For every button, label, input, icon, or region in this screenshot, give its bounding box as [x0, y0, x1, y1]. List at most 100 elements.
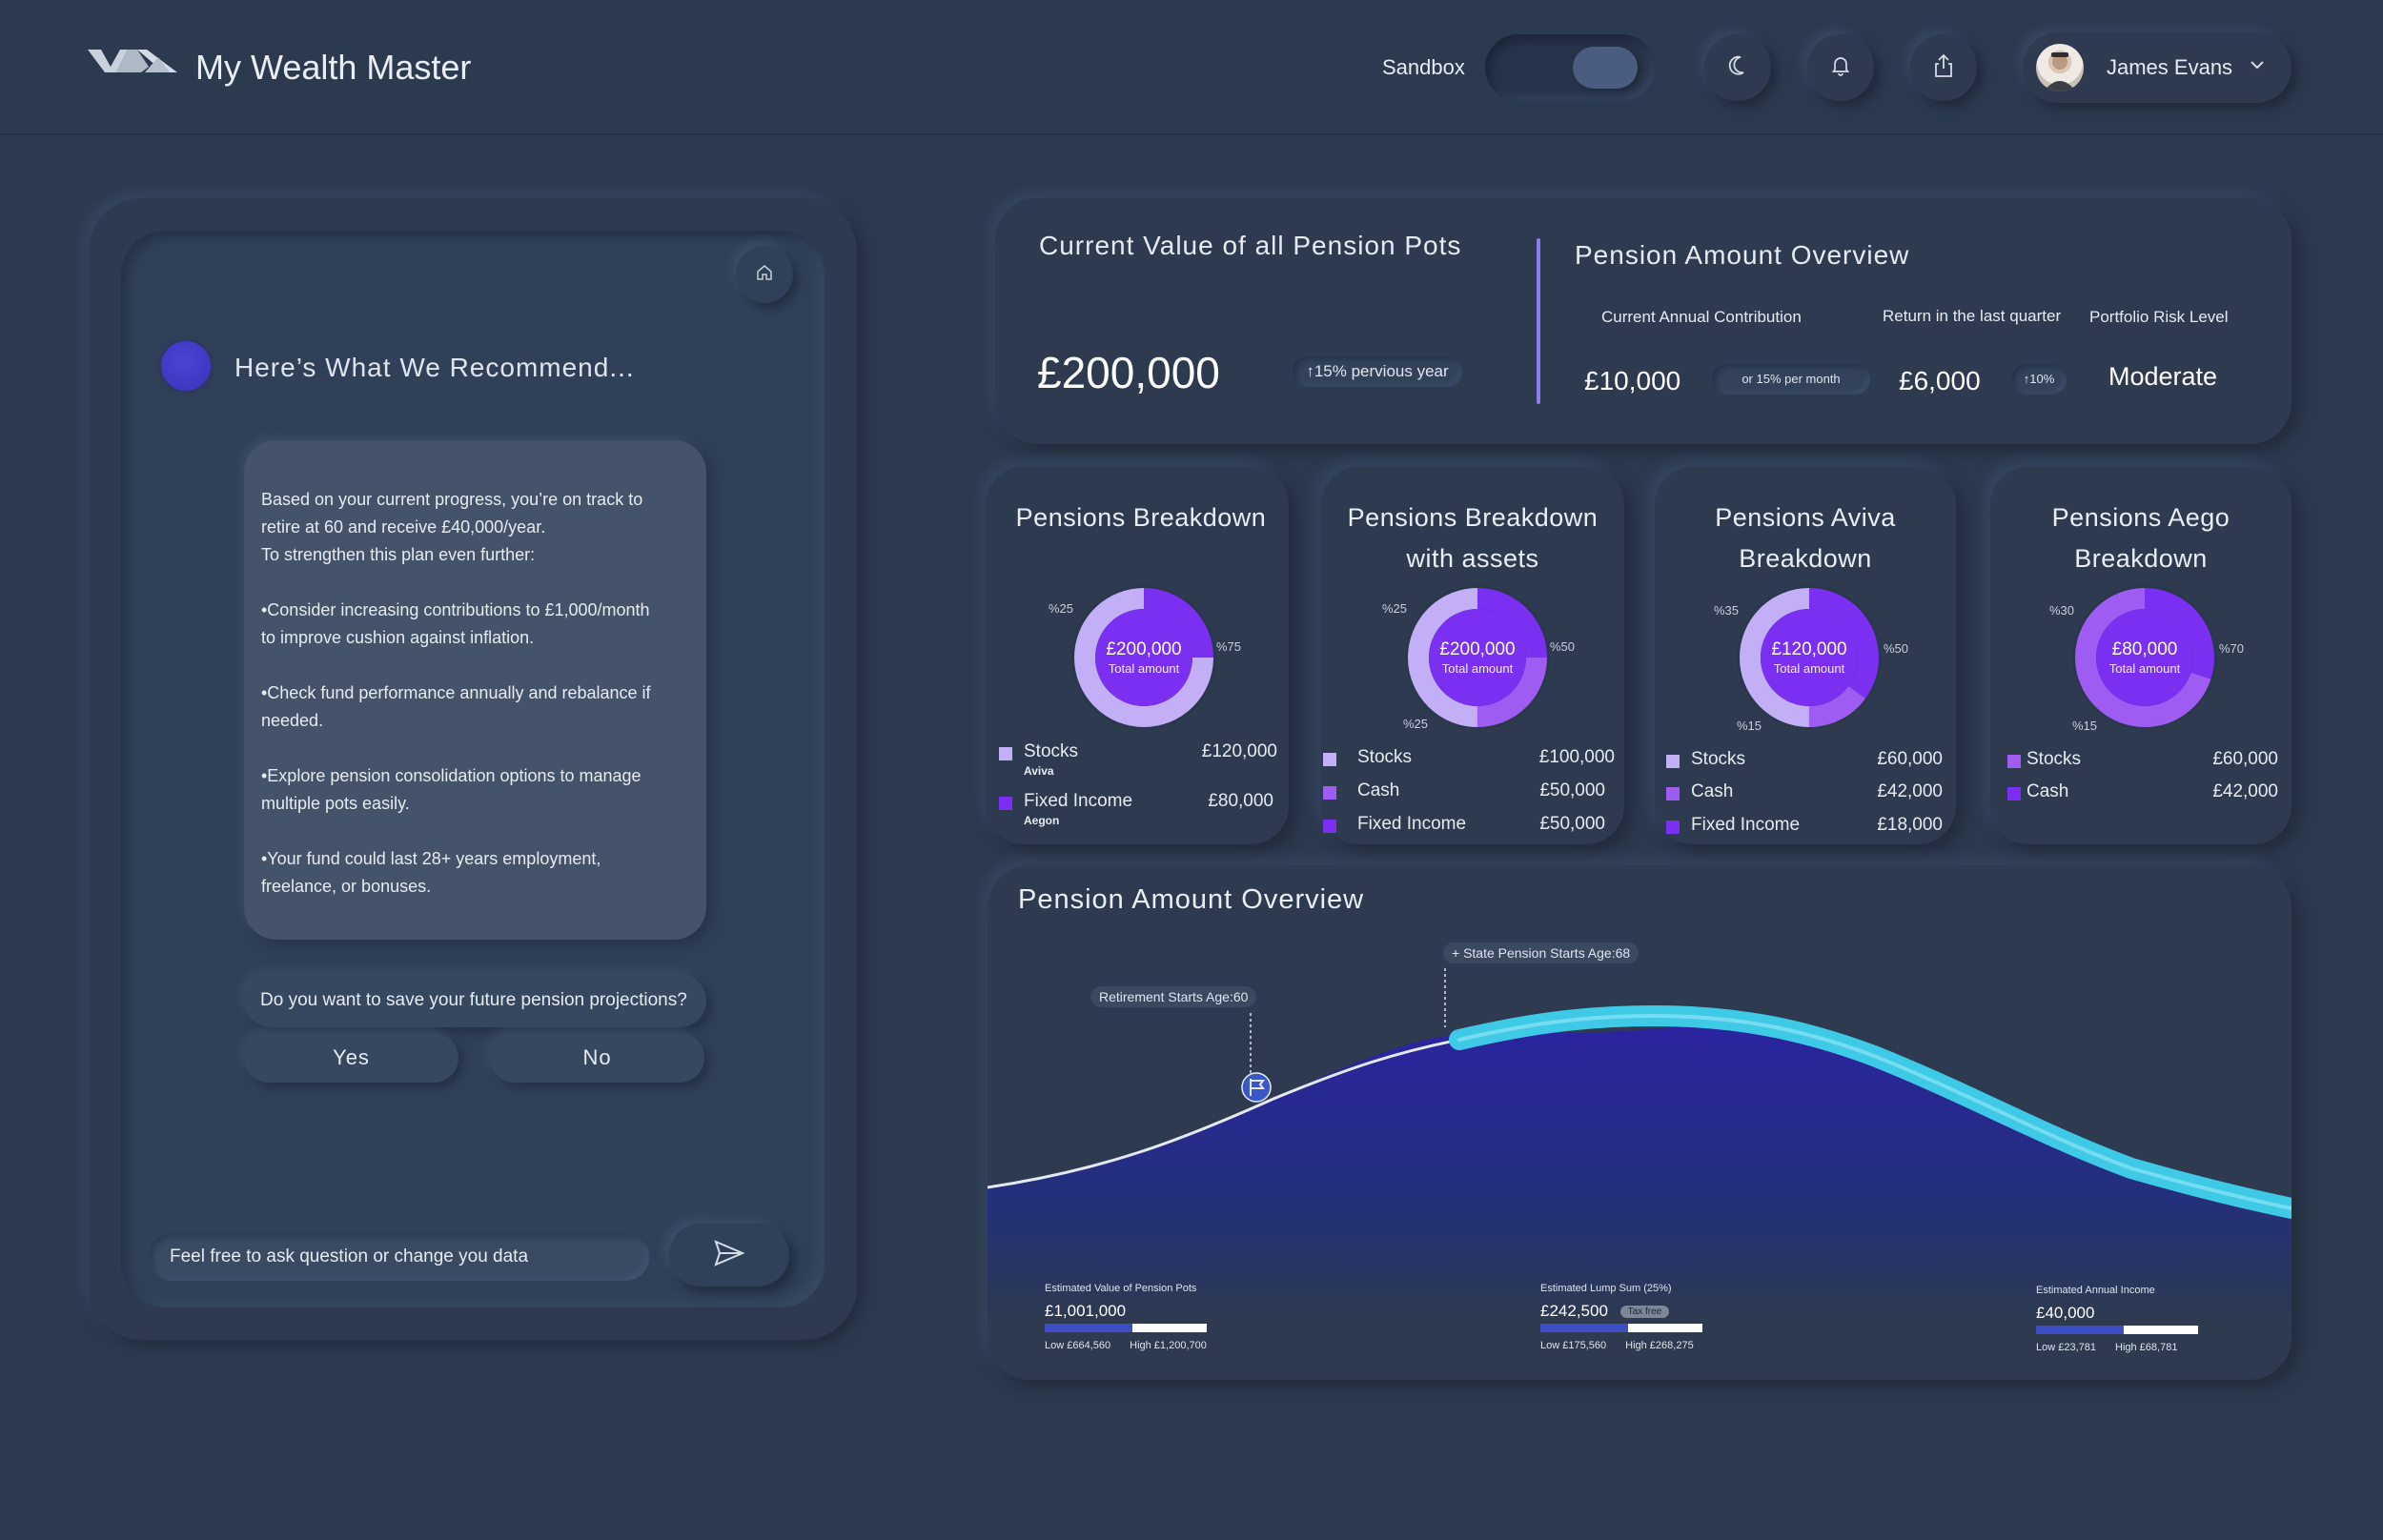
legend-name: Stocks [1024, 741, 1079, 761]
donut-segment [1740, 588, 1879, 727]
message-line: •Consider increasing contributions to £1… [261, 600, 650, 619]
legend-name: Stocks [2027, 749, 2082, 769]
donut-segment [2075, 588, 2214, 727]
legend-item: Cash £42,000 [1655, 781, 1956, 810]
legend-name: Fixed Income [1024, 791, 1133, 811]
home-icon [755, 263, 774, 287]
legend-swatch [1323, 753, 1336, 766]
legend-item: Fixed Income £50,000 [1321, 814, 1624, 842]
legend-value: £80,000 [1208, 791, 1273, 811]
donut-svg [1071, 585, 1216, 730]
estimate-high: High £68,781 [2115, 1342, 2178, 1353]
card-title: Pensions Breakdown [1015, 503, 1267, 532]
flag-icon[interactable] [1241, 1072, 1272, 1103]
estimate-high: High £1,200,700 [1130, 1340, 1207, 1351]
sandbox-toggle-knob[interactable] [1573, 47, 1638, 89]
notifications-button[interactable] [1807, 34, 1874, 101]
donut-total-label: Total amount [1773, 661, 1845, 676]
sandbox-toggle[interactable] [1485, 34, 1655, 101]
legend-item: Stocks £60,000 [1655, 749, 1956, 778]
donut-total-label: Total amount [1108, 661, 1180, 676]
card-title: Pensions Breakdown [1347, 503, 1599, 532]
donut-segment [1408, 588, 1547, 727]
segment-pct-label: %50 [1550, 639, 1576, 654]
yes-button[interactable]: Yes [244, 1033, 458, 1083]
recommendation-title: Here’s What We Recommend... [234, 353, 635, 382]
message-line: needed. [261, 711, 324, 730]
send-icon [713, 1239, 745, 1272]
legend-value: £42,000 [2212, 781, 2278, 801]
chevron-down-icon [2250, 57, 2265, 74]
dark-mode-button[interactable] [1704, 34, 1771, 101]
risk-value: Moderate [2108, 362, 2218, 391]
contribution-note-badge: or 15% per month [1712, 364, 1870, 395]
donut-total: £200,000 [1439, 639, 1516, 659]
app-logo[interactable] [88, 48, 177, 81]
sandbox-label: Sandbox [1382, 55, 1465, 79]
donut-center [1095, 609, 1192, 706]
home-button[interactable] [736, 246, 793, 303]
donut-center [1429, 609, 1526, 706]
legend-swatch [1666, 755, 1680, 768]
share-icon [1933, 53, 1954, 83]
card-title-line2: Breakdown [2074, 544, 2208, 573]
tax-free-badge: Tax free [1619, 1306, 1670, 1319]
donut-total: £80,000 [2111, 639, 2178, 659]
legend-item: Cash £42,000 [1990, 781, 2291, 810]
estimate-high: High £268,275 [1625, 1340, 1694, 1351]
breakdown-card-assets: Pensions Breakdown with assets £200,000 … [1321, 467, 1624, 844]
breakdown-card-pensions: Pensions Breakdown £200,000 Total amount… [986, 467, 1289, 844]
estimate-range-fill [2036, 1326, 2124, 1334]
recommendation-message: Based on your current progress, you’re o… [244, 440, 706, 940]
legend-item: Stocks Aviva £120,000 [986, 741, 1289, 778]
share-button[interactable] [1910, 34, 1977, 101]
estimate-value: £40,000 [2036, 1304, 2095, 1322]
estimate-title: Estimated Annual Income [2036, 1285, 2155, 1296]
legend-item: Fixed Income £18,000 [1655, 815, 1956, 843]
user-menu[interactable]: James Evans [2023, 32, 2291, 103]
card-title-line2: Breakdown [1739, 544, 1872, 573]
segment-pct-label: %15 [2072, 719, 2098, 733]
legend-swatch [1666, 821, 1680, 834]
estimate-range-fill [1540, 1324, 1628, 1332]
estimate-annual-income: Estimated Annual Income £40,000 Low £23,… [2036, 1285, 2198, 1353]
donut-center [2096, 609, 2193, 706]
legend-value: £60,000 [1877, 749, 1943, 769]
pension-summary-card [995, 198, 2291, 444]
legend-name: Stocks [1357, 747, 1413, 767]
donut-chart: £120,000 Total amount [1733, 581, 1885, 734]
estimate-pension-pots: Estimated Value of Pension Pots £1,001,0… [1045, 1283, 1207, 1351]
legend-value: £42,000 [1877, 781, 1943, 801]
current-value: £200,000 [1037, 348, 1220, 397]
chat-input[interactable]: Feel free to ask question or change you … [149, 1233, 649, 1281]
message-line: Based on your current progress, you’re o… [261, 490, 643, 509]
legend-swatch [2007, 787, 2021, 800]
donut-total: £120,000 [1771, 639, 1847, 659]
projection-chart-card: Pension Amount Overview Retirement Start… [988, 865, 2291, 1380]
estimate-range-bar [2036, 1326, 2198, 1334]
legend-swatch [1323, 820, 1336, 833]
message-line: •Check fund performance annually and reb… [261, 683, 651, 702]
message-line: To strengthen this plan even further: [261, 545, 536, 564]
legend-swatch [999, 797, 1012, 810]
segment-pct-label: %25 [1382, 601, 1408, 616]
retirement-age-tag: Retirement Starts Age:60 [1090, 986, 1257, 1007]
current-value-change-badge: ↑15% pervious year [1293, 356, 1462, 387]
donut-chart: £80,000 Total amount [2068, 581, 2221, 734]
legend-name: Cash [2027, 781, 2069, 801]
message-line: freelance, or bonuses. [261, 877, 432, 896]
app-title: My Wealth Master [195, 48, 472, 87]
send-button[interactable] [669, 1224, 789, 1287]
legend-sub: Aegon [1024, 814, 1060, 827]
legend-name: Cash [1691, 781, 1734, 801]
projection-chart-title: Pension Amount Overview [1018, 884, 1365, 915]
no-button[interactable]: No [490, 1033, 704, 1083]
moon-icon [1728, 55, 1747, 81]
legend-item: Fixed Income Aegon £80,000 [986, 791, 1289, 827]
legend-value: £100,000 [1538, 747, 1615, 767]
message-line: multiple pots easily. [261, 794, 410, 813]
legend-item: Stocks £100,000 [1321, 747, 1624, 776]
state-pension-line-highlight [1457, 1013, 2291, 1210]
bell-icon [1831, 55, 1850, 81]
estimate-title: Estimated Lump Sum (25%) [1540, 1283, 1672, 1294]
